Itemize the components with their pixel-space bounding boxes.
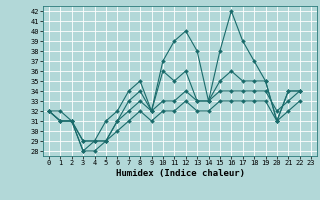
X-axis label: Humidex (Indice chaleur): Humidex (Indice chaleur) <box>116 169 244 178</box>
